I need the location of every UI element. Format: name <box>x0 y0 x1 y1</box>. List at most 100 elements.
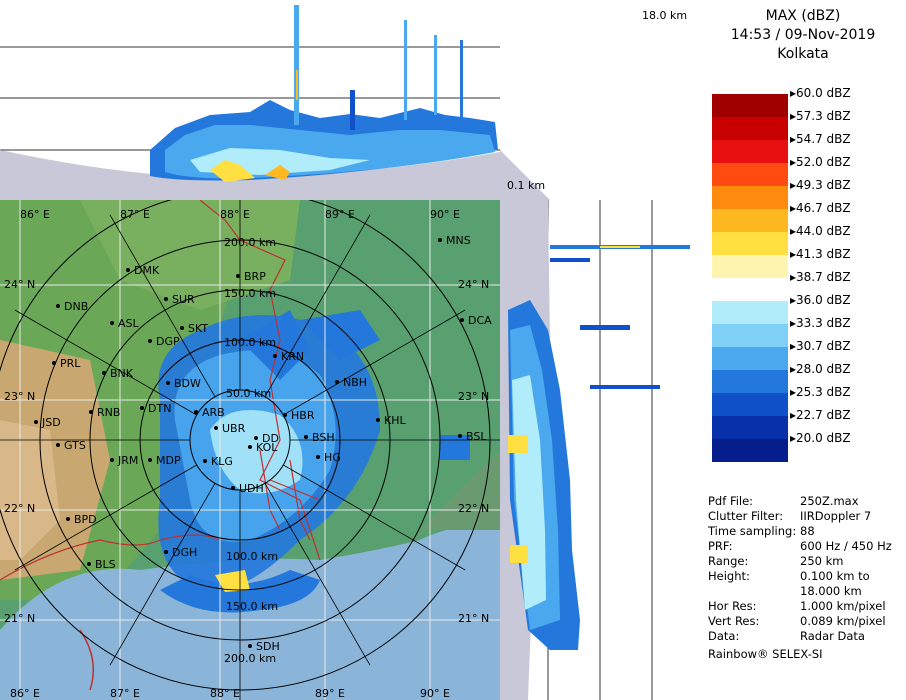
info-key: Data: <box>708 629 740 643</box>
legend-swatch <box>712 324 788 347</box>
legend-label: ▸36.0 dBZ <box>790 293 851 307</box>
legend-label: ▸57.3 dBZ <box>790 109 851 123</box>
legend-label: ▸25.3 dBZ <box>790 385 851 399</box>
station-label: SUR <box>172 293 195 306</box>
info-key: Time sampling: <box>708 524 797 538</box>
north-south-profile-panel <box>0 0 500 200</box>
station-label: BNK <box>110 367 134 380</box>
radial-spoke <box>264 214 371 397</box>
top-profile-svg <box>0 5 500 200</box>
legend-swatch <box>712 416 788 439</box>
station-label: DMK <box>134 264 160 277</box>
radial-spoke <box>109 214 216 397</box>
longitude-label-top: 88° E <box>220 208 250 221</box>
range-ring-label: 100.0 km <box>224 336 276 349</box>
station-label: HBR <box>291 409 315 422</box>
station-label: DGP <box>156 335 180 348</box>
station-dot <box>236 274 240 278</box>
info-key: Height: <box>708 569 750 583</box>
info-value: Radar Data <box>800 629 865 643</box>
metadata-list: Pdf File: 250Z.max Clutter Filter: IIRDoppl… <box>700 494 906 674</box>
range-ring-label: 150.0 km <box>224 287 276 300</box>
legend-swatch <box>712 347 788 370</box>
station-label: SDH <box>256 640 280 653</box>
legend-label: ▸46.7 dBZ <box>790 201 851 215</box>
latitude-label-left: 22° N <box>4 502 35 515</box>
longitude-label-top: 89° E <box>325 208 355 221</box>
legend-swatch <box>712 278 788 301</box>
vendor-footer: Rainbow® SELEX-SI <box>708 647 823 661</box>
station-dot <box>376 418 380 422</box>
station-dot <box>166 381 170 385</box>
longitude-label-bottom: 87° E <box>110 687 140 700</box>
radial-spoke <box>109 483 216 666</box>
station-dot <box>164 550 168 554</box>
radial-spoke <box>264 483 371 666</box>
latitude-label-right: 22° N <box>458 502 489 515</box>
station-label: JRM <box>117 454 138 467</box>
radar-map-svg: MNS DMK BRP DNB SUR ASL SKT DCA DGP KRN PRL BNK BDW N… <box>0 200 500 700</box>
station-dot <box>335 380 339 384</box>
info-value: 0.089 km/pixel <box>800 614 886 628</box>
legend-label: ▸52.0 dBZ <box>790 155 851 169</box>
station-dot <box>66 517 70 521</box>
station-dot <box>102 371 106 375</box>
station-label: BSH <box>312 431 335 444</box>
legend-swatch <box>712 186 788 209</box>
latitude-label-right: 21° N <box>458 612 489 625</box>
legend-swatch <box>712 117 788 140</box>
station-dot <box>273 354 277 358</box>
station-dot <box>140 406 144 410</box>
legend-swatch <box>712 163 788 186</box>
station-dot <box>283 413 287 417</box>
legend-swatch <box>712 370 788 393</box>
legend-label: ▸20.0 dBZ <box>790 431 851 445</box>
info-value: 18.000 km <box>800 584 862 598</box>
station-label: BPD <box>74 513 97 526</box>
profile-corner: 18.0 km 0.1 km <box>500 0 700 200</box>
station-label: SKT <box>188 322 208 335</box>
station-label: BSL <box>466 430 487 443</box>
latitude-label-left: 24° N <box>4 278 35 291</box>
station-dot <box>164 297 168 301</box>
station-dot <box>254 436 258 440</box>
east-west-profile-panel <box>500 200 700 700</box>
info-key: Range: <box>708 554 749 568</box>
station-dot <box>180 326 184 330</box>
station-label: KOL <box>256 441 278 454</box>
legend-label: ▸30.7 dBZ <box>790 339 851 353</box>
radial-spoke <box>283 464 466 571</box>
info-key: Pdf File: <box>708 494 754 508</box>
info-key: PRF: <box>708 539 733 553</box>
station-label: DNB <box>64 300 88 313</box>
legend-label: ▸28.0 dBZ <box>790 362 851 376</box>
station-label: MNS <box>446 234 471 247</box>
station-label: BRP <box>244 270 266 283</box>
product-title: MAX (dBZ) <box>765 8 841 24</box>
radar-map[interactable]: MNS DMK BRP DNB SUR ASL SKT DCA DGP KRN PRL BNK BDW N… <box>0 200 500 700</box>
station-label: PRL <box>60 357 81 370</box>
longitude-label-bottom: 88° E <box>210 687 240 700</box>
legend-label: ▸60.0 dBZ <box>790 86 851 100</box>
legend-swatch <box>712 94 788 117</box>
legend-swatch <box>712 255 788 278</box>
station-dot <box>56 443 60 447</box>
info-key: Vert Res: <box>708 614 760 628</box>
station-label: UDH <box>239 482 264 495</box>
station-dot <box>203 459 207 463</box>
legend-swatch <box>712 301 788 324</box>
range-ring-label: 200.0 km <box>224 236 276 249</box>
station-dot <box>52 361 56 365</box>
station-label: DGH <box>172 546 197 559</box>
station-dot <box>458 434 462 438</box>
top-height-label: 18.0 km <box>642 9 688 22</box>
latitude-label-right: 24° N <box>458 278 489 291</box>
latitude-label-right: 23° N <box>458 390 489 403</box>
latitude-label-left: 23° N <box>4 390 35 403</box>
station-dot <box>194 410 198 414</box>
station-dot <box>304 435 308 439</box>
station-label: Kolkata <box>777 46 829 62</box>
station-dot <box>89 410 93 414</box>
info-value: 0.100 km to <box>800 569 870 583</box>
radial-spoke <box>283 309 466 416</box>
